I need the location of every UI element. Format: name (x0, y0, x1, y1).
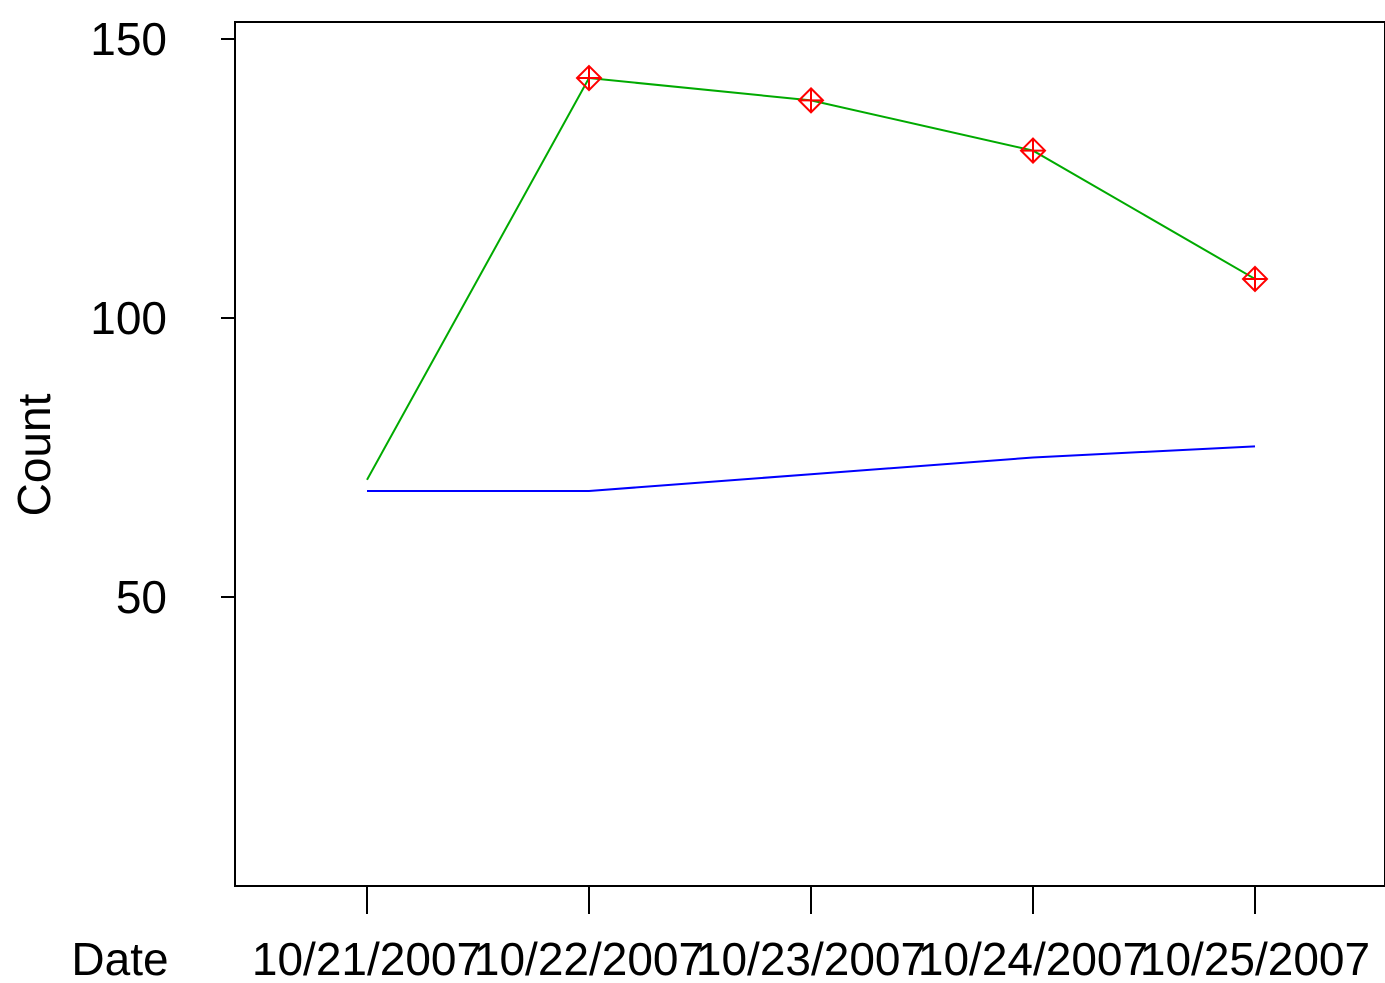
y-tick-label: 100 (90, 292, 167, 344)
y-axis: 50 100 150 (90, 13, 235, 623)
y-tick-label: 50 (116, 571, 167, 623)
y-axis-title: Count (8, 393, 60, 516)
x-tick-label: 10/21/2007 (252, 933, 482, 983)
series-layer (366, 64, 1269, 492)
data-point-marker (1019, 137, 1047, 165)
plot-frame (234, 21, 1385, 887)
x-tick-label: 10/25/2007 (1140, 933, 1370, 983)
series-line-2 (367, 445, 1256, 492)
data-point-marker (797, 86, 825, 114)
x-tick-label: 10/22/2007 (474, 933, 704, 983)
y-tick-label: 150 (90, 13, 167, 65)
series-line-1 (366, 76, 1256, 481)
x-axis: 10/21/200710/22/200710/23/200710/24/2007… (252, 886, 1370, 983)
data-point-marker (1241, 265, 1269, 293)
x-tick-label: 10/23/2007 (696, 933, 926, 983)
x-axis-title: Date (71, 933, 168, 983)
data-point-marker (575, 64, 603, 92)
x-tick-label: 10/24/2007 (918, 933, 1148, 983)
